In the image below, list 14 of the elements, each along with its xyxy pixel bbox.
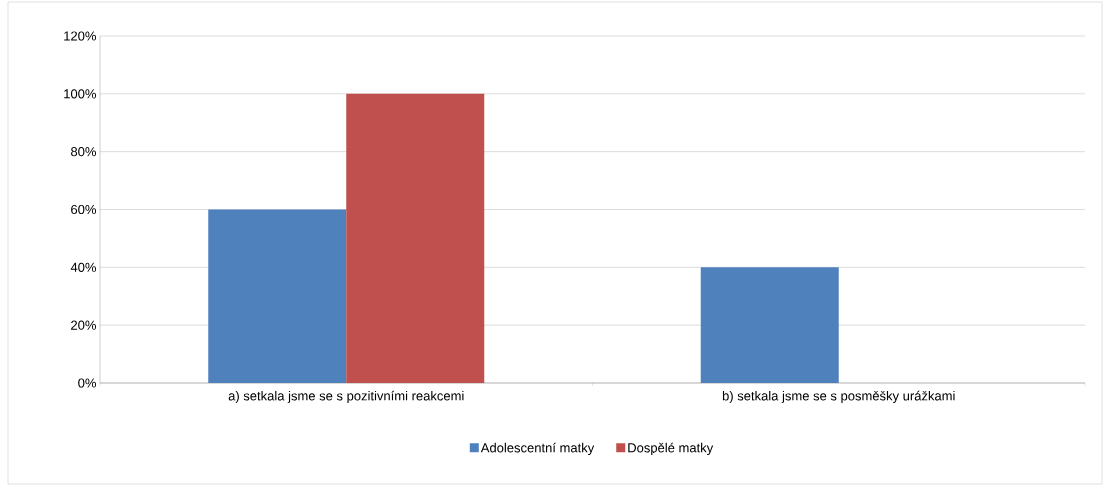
y-tick-label: 80% <box>71 147 97 157</box>
legend-label: Dospělé matky <box>628 442 714 455</box>
bar <box>700 267 839 383</box>
legend-label: Adolescentní matky <box>480 442 595 455</box>
y-tick-label: 60% <box>71 204 97 215</box>
y-tick-label: 40% <box>70 262 97 272</box>
y-tick-label: 0% <box>78 378 97 388</box>
x-tick-label: a) setkala jsme se s pozitivními reakcemi <box>228 390 464 404</box>
bar <box>208 209 347 383</box>
y-tick-label: 120% <box>64 31 97 41</box>
y-tick-label: 20% <box>71 320 97 330</box>
y-tick-label: 100% <box>64 89 97 99</box>
x-tick-label: b) setkala jsme se s posměšky urážkami <box>722 390 955 404</box>
bar <box>346 93 485 383</box>
